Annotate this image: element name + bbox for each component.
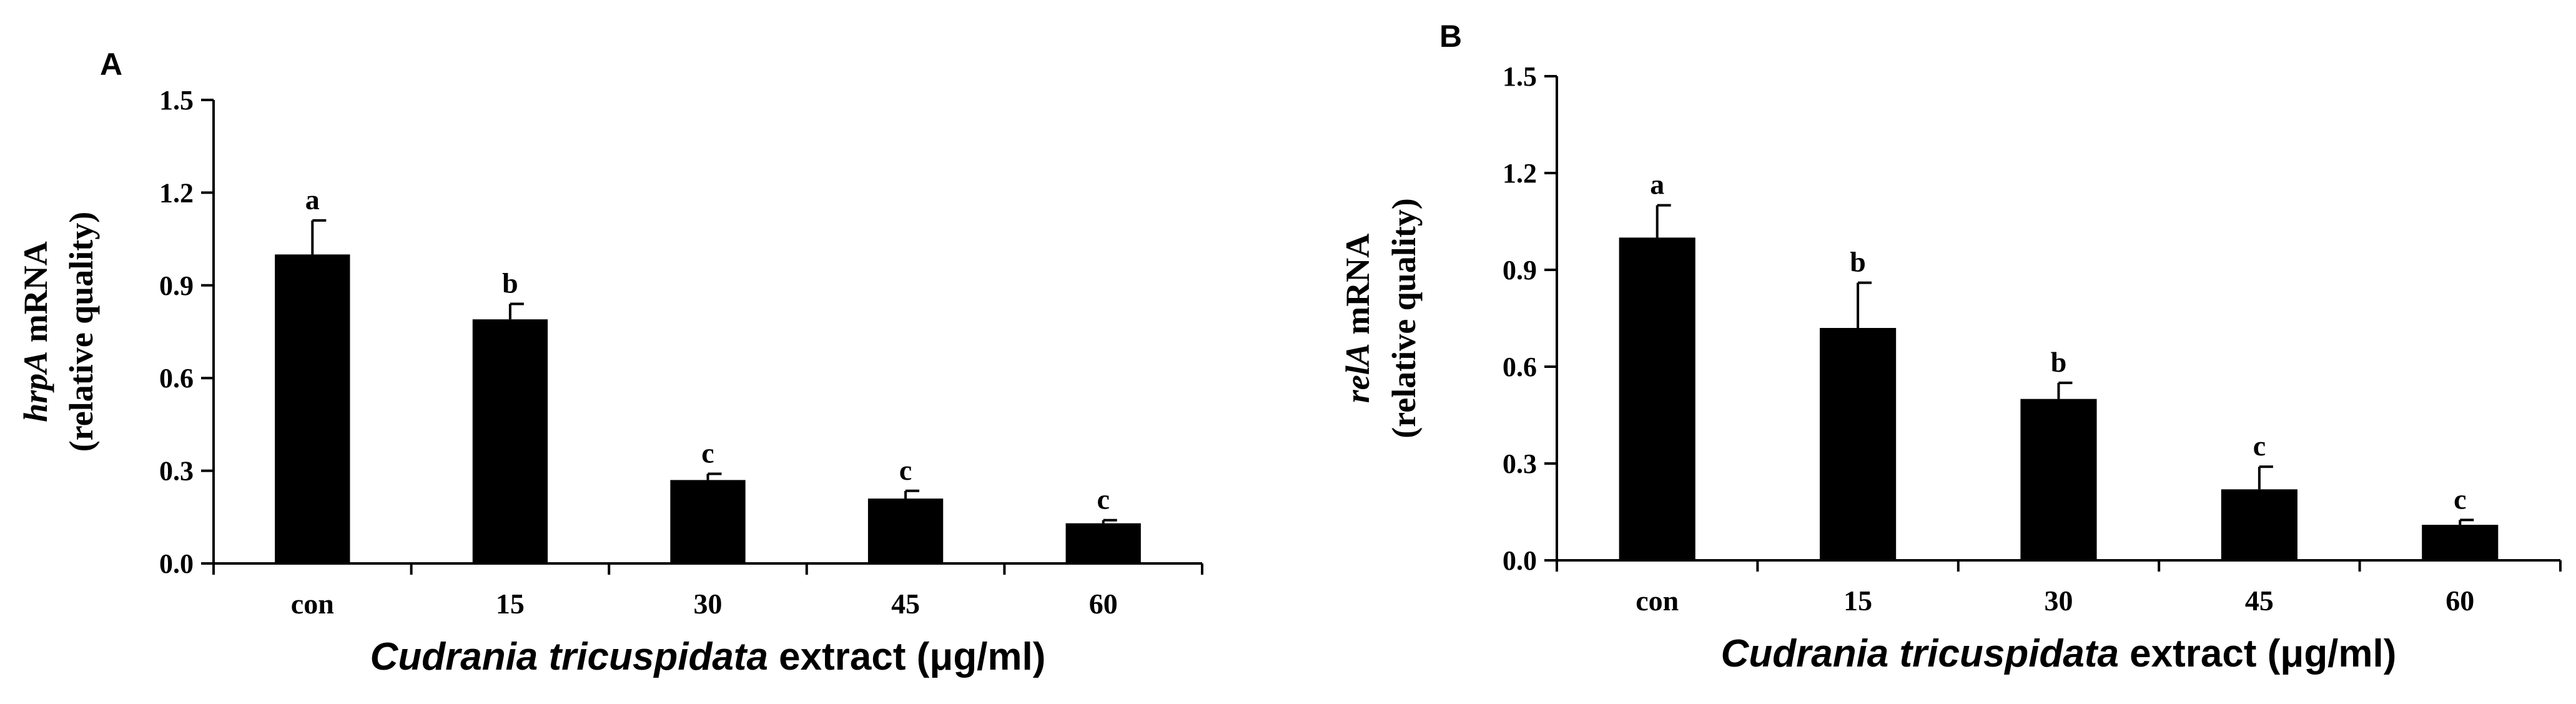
x-axis-title-suffix: extract (μg/ml) bbox=[2119, 632, 2396, 675]
bar bbox=[1619, 237, 1695, 560]
bar bbox=[472, 319, 548, 563]
x-tick-label: 60 bbox=[2445, 585, 2474, 617]
y-tick-label: 1.5 bbox=[159, 85, 194, 116]
significance-label: c bbox=[1097, 483, 1109, 515]
bar bbox=[275, 254, 350, 563]
y-tick-label: 0.6 bbox=[1503, 352, 1537, 382]
x-tick-label: 60 bbox=[1089, 588, 1118, 620]
y-tick-label: 0.0 bbox=[159, 548, 194, 579]
y-axis-gene-name: hrpA bbox=[17, 351, 54, 422]
significance-label: b bbox=[502, 267, 518, 299]
y-tick-label: 1.2 bbox=[159, 177, 194, 208]
x-axis-species: Cudrania tricuspidata bbox=[370, 635, 768, 678]
chart-panel-a: A 0.0 0.3 0.6 0.9 1.2 1.5 a con b 15 c 30 c 45 c 60 hrpA … bbox=[17, 47, 1203, 678]
x-tick-label: 45 bbox=[891, 588, 920, 620]
bar bbox=[2422, 525, 2499, 560]
significance-label: c bbox=[701, 437, 714, 469]
y-tick-label: 0.0 bbox=[1503, 545, 1537, 576]
y-tick-label: 0.3 bbox=[1503, 449, 1537, 479]
bar bbox=[1065, 523, 1141, 563]
panel-label: B bbox=[1439, 19, 1462, 54]
x-tick-label: 15 bbox=[496, 588, 525, 620]
significance-label: a bbox=[305, 184, 320, 216]
x-tick-label: 15 bbox=[1843, 585, 1872, 617]
y-tick-label: 0.9 bbox=[1503, 255, 1537, 285]
y-axis-title-suffix: mRNA bbox=[1339, 234, 1376, 343]
bar bbox=[867, 498, 944, 563]
x-tick-label: con bbox=[1636, 585, 1679, 617]
significance-label: b bbox=[2051, 346, 2067, 378]
y-axis-title-suffix: mRNA bbox=[17, 241, 54, 350]
x-tick-label: con bbox=[291, 588, 334, 620]
x-axis-species: Cudrania tricuspidata bbox=[1721, 632, 2119, 675]
significance-label: a bbox=[1650, 169, 1664, 201]
y-axis-title: relA mRNA bbox=[1339, 234, 1376, 404]
significance-label: c bbox=[2454, 483, 2466, 515]
bar bbox=[670, 480, 746, 563]
y-tick-label: 0.9 bbox=[159, 270, 194, 301]
x-axis-title: Cudrania tricuspidata extract (μg/ml) bbox=[370, 635, 1046, 678]
y-axis-title: hrpA mRNA bbox=[17, 241, 54, 422]
y-tick-label: 1.2 bbox=[1503, 158, 1537, 189]
x-tick-label: 30 bbox=[2045, 585, 2073, 617]
bar bbox=[1820, 328, 1897, 560]
y-axis-title-line2: (relative quality) bbox=[62, 212, 100, 452]
y-axis-title-line2: (relative quality) bbox=[1385, 198, 1423, 438]
bar bbox=[2221, 489, 2297, 560]
significance-label: c bbox=[899, 454, 912, 486]
significance-label: b bbox=[1850, 246, 1866, 278]
bar bbox=[2020, 399, 2097, 560]
x-axis-title-suffix: extract (μg/ml) bbox=[768, 635, 1045, 678]
x-tick-label: 30 bbox=[694, 588, 723, 620]
x-tick-label: 45 bbox=[2245, 585, 2274, 617]
y-axis-gene-name: relA bbox=[1339, 343, 1376, 403]
y-tick-label: 0.3 bbox=[159, 456, 194, 487]
y-tick-label: 0.6 bbox=[159, 363, 194, 394]
x-axis-title: Cudrania tricuspidata extract (μg/ml) bbox=[1721, 632, 2397, 675]
significance-label: c bbox=[2253, 430, 2266, 462]
y-tick-label: 1.5 bbox=[1503, 61, 1537, 92]
chart-panel-b: B 0.0 0.3 0.6 0.9 1.2 1.5 a con b 15 b 30 c 45 c 60 relA … bbox=[1339, 19, 2562, 675]
panel-label: A bbox=[100, 47, 122, 82]
